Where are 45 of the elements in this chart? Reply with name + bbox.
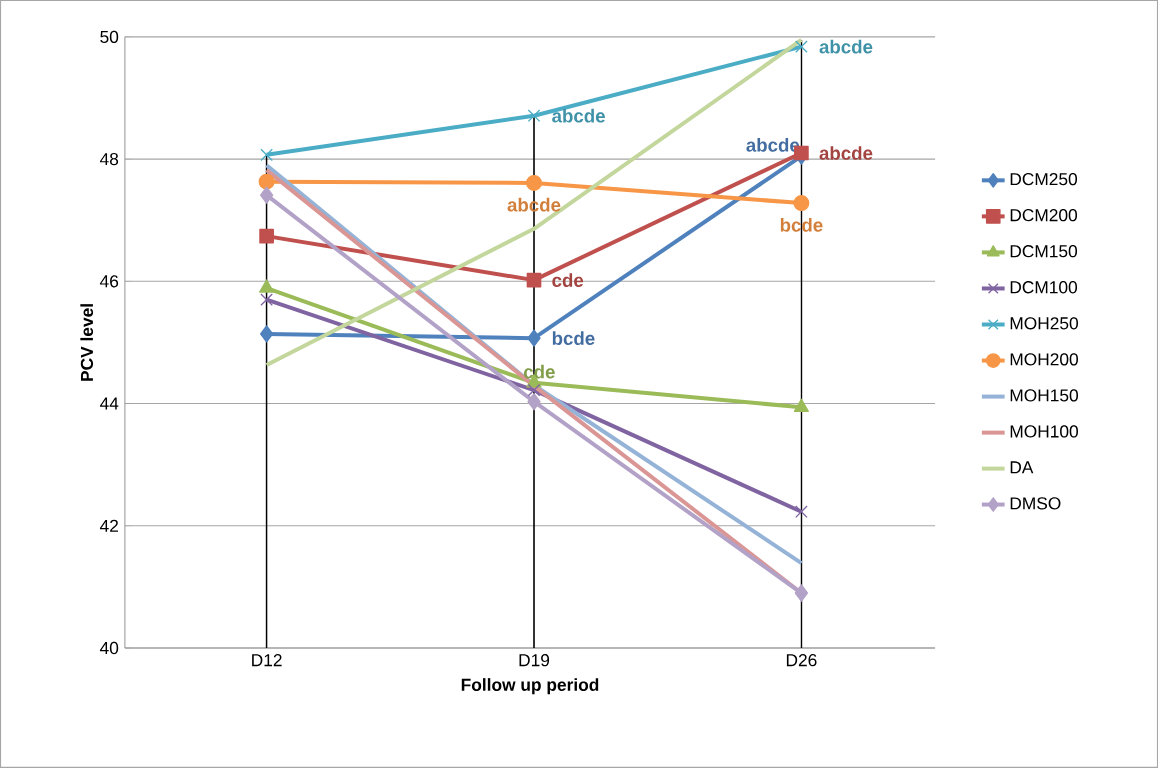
legend-label: DCM150	[1010, 245, 1078, 258]
y-tick-label: 48	[99, 153, 119, 166]
point	[527, 329, 541, 347]
point	[258, 173, 275, 190]
annotation: cde	[552, 273, 584, 288]
legend-label: DCM250	[1010, 173, 1078, 186]
y-tick-label: 40	[99, 641, 119, 655]
legend-label: MOH100	[1010, 425, 1078, 438]
point	[795, 505, 808, 519]
legend-label: MOH150	[1010, 389, 1078, 402]
point	[260, 293, 273, 307]
legend-label: MOH200	[1010, 353, 1078, 366]
point	[526, 272, 542, 288]
legend-label: MOH250	[1010, 317, 1078, 330]
legend-label: DA	[1010, 461, 1034, 474]
y-tick-label: 42	[99, 519, 118, 532]
x-tick-label: D26	[786, 654, 817, 667]
x-tick-label: D19	[519, 654, 550, 667]
point	[527, 109, 541, 123]
legend-label: DCM100	[1010, 281, 1078, 294]
y-tick-label: 46	[99, 275, 119, 288]
point	[259, 325, 274, 343]
point	[259, 279, 275, 293]
legend-label: DMSO	[1010, 497, 1061, 510]
point	[527, 393, 541, 411]
y-tick-label: 50	[100, 30, 119, 44]
point	[259, 228, 274, 244]
point	[259, 186, 274, 204]
annotation: abcde	[746, 138, 800, 152]
point	[795, 40, 808, 54]
x-axis-title: Follow up period	[461, 678, 599, 695]
point	[526, 174, 543, 191]
annotation: abcde	[819, 146, 873, 160]
point	[793, 195, 810, 212]
legend-label: DCM200	[1010, 209, 1078, 222]
point	[527, 383, 541, 397]
point	[260, 148, 273, 162]
y-tick-label: 44	[99, 397, 119, 410]
y-axis-title: PCV level	[80, 304, 94, 381]
point	[794, 584, 809, 602]
annotation: bcde	[552, 331, 595, 346]
point	[793, 398, 809, 412]
annotation: abcde	[552, 108, 605, 123]
x-tick-label: D12	[252, 654, 282, 667]
annotation: abcde	[819, 39, 873, 54]
